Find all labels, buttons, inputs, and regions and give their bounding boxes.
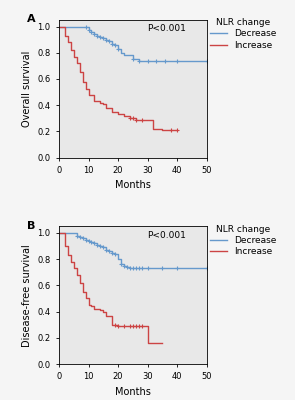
Text: B: B [27, 221, 35, 231]
Y-axis label: Disease-free survival: Disease-free survival [22, 244, 32, 346]
Y-axis label: Overall survival: Overall survival [22, 51, 32, 127]
Text: A: A [27, 14, 35, 24]
Text: P<0.001: P<0.001 [148, 230, 186, 240]
Legend: Decrease, Increase: Decrease, Increase [209, 224, 277, 257]
Text: P<0.001: P<0.001 [148, 24, 186, 33]
Legend: Decrease, Increase: Decrease, Increase [209, 17, 277, 50]
X-axis label: Months: Months [115, 387, 151, 397]
X-axis label: Months: Months [115, 180, 151, 190]
